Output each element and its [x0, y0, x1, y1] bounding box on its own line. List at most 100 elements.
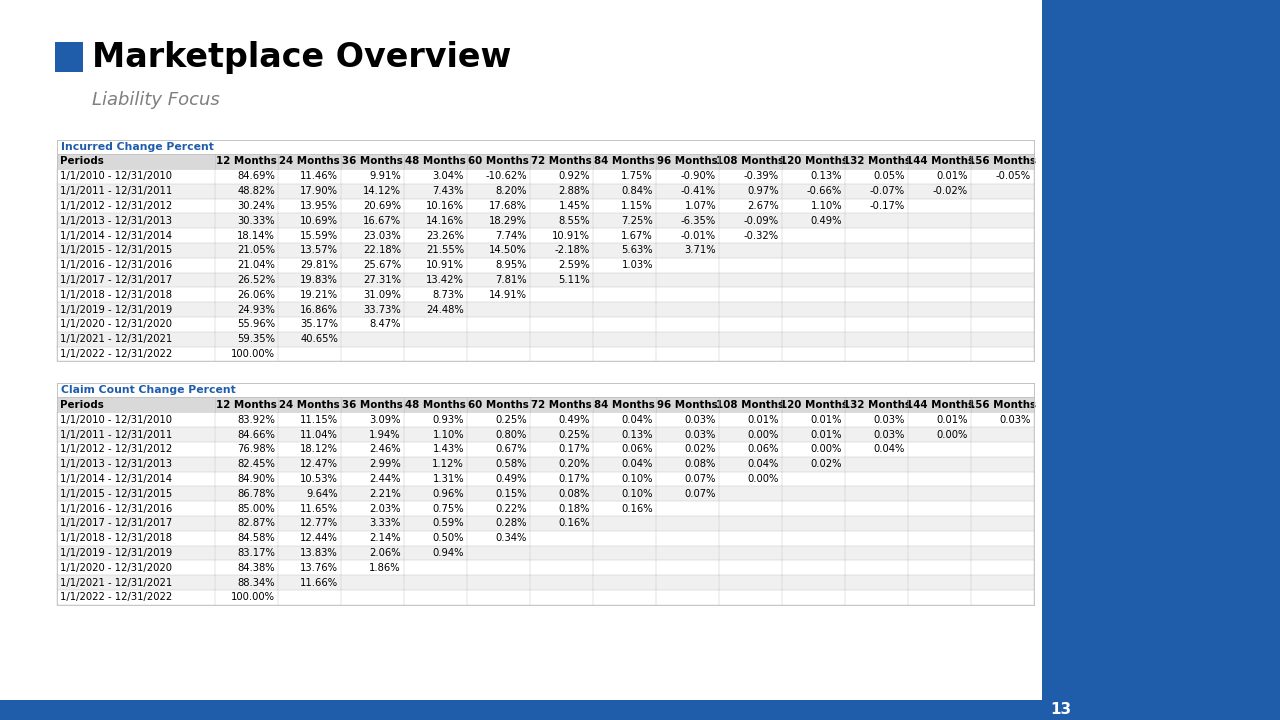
Text: -10.62%: -10.62%	[485, 171, 527, 181]
Text: 0.04%: 0.04%	[622, 415, 653, 425]
Text: 40.65%: 40.65%	[300, 334, 338, 344]
Text: 1/1/2011 - 12/31/2011: 1/1/2011 - 12/31/2011	[60, 186, 173, 197]
Bar	[58, 546, 1034, 560]
Text: 12.44%: 12.44%	[300, 534, 338, 543]
Text: 0.07%: 0.07%	[685, 474, 716, 484]
Text: 0.04%: 0.04%	[622, 459, 653, 469]
Text: 1/1/2015 - 12/31/2015: 1/1/2015 - 12/31/2015	[60, 489, 173, 499]
Text: 1/1/2012 - 12/31/2012: 1/1/2012 - 12/31/2012	[60, 444, 173, 454]
Text: 1/1/2019 - 12/31/2019: 1/1/2019 - 12/31/2019	[60, 305, 173, 315]
Text: 14.91%: 14.91%	[489, 289, 527, 300]
Text: 1/1/2020 - 12/31/2020: 1/1/2020 - 12/31/2020	[60, 320, 172, 329]
Text: 0.01%: 0.01%	[937, 171, 968, 181]
Text: 8.73%: 8.73%	[433, 289, 465, 300]
Bar	[58, 287, 1034, 302]
Text: 14.50%: 14.50%	[489, 246, 527, 256]
Text: -0.41%: -0.41%	[681, 186, 716, 197]
Text: 0.16%: 0.16%	[558, 518, 590, 528]
Text: -0.02%: -0.02%	[933, 186, 968, 197]
Text: 1/1/2016 - 12/31/2016: 1/1/2016 - 12/31/2016	[60, 503, 173, 513]
Text: 23.03%: 23.03%	[364, 230, 401, 240]
Text: 1/1/2015 - 12/31/2015: 1/1/2015 - 12/31/2015	[60, 246, 173, 256]
Text: 36 Months: 36 Months	[342, 156, 403, 166]
Text: 7.25%: 7.25%	[621, 216, 653, 226]
Text: 132 Months: 132 Months	[842, 156, 910, 166]
Bar	[55, 42, 83, 72]
Text: -0.07%: -0.07%	[870, 186, 905, 197]
Text: 59.35%: 59.35%	[237, 334, 275, 344]
Text: Incurred Change Percent: Incurred Change Percent	[61, 142, 214, 152]
Text: 48 Months: 48 Months	[406, 156, 466, 166]
Text: 84 Months: 84 Months	[594, 156, 655, 166]
Text: 13.95%: 13.95%	[300, 201, 338, 211]
Text: 13.83%: 13.83%	[301, 548, 338, 558]
Text: 2.59%: 2.59%	[558, 260, 590, 270]
Text: Claim Count Change Percent: Claim Count Change Percent	[61, 385, 236, 395]
Text: 2.21%: 2.21%	[369, 489, 401, 499]
Bar	[58, 501, 1034, 516]
Text: 0.02%: 0.02%	[810, 459, 842, 469]
Text: 30.24%: 30.24%	[237, 201, 275, 211]
Text: 0.92%: 0.92%	[558, 171, 590, 181]
Bar	[58, 472, 1034, 487]
Text: 82.87%: 82.87%	[237, 518, 275, 528]
Text: 108 Months: 108 Months	[717, 400, 785, 410]
Text: 2.06%: 2.06%	[370, 548, 401, 558]
Text: 14.12%: 14.12%	[364, 186, 401, 197]
Bar	[58, 317, 1034, 332]
Text: 1.03%: 1.03%	[622, 260, 653, 270]
Text: -0.05%: -0.05%	[996, 171, 1030, 181]
Text: 72 Months: 72 Months	[531, 156, 591, 166]
Text: 0.34%: 0.34%	[495, 534, 527, 543]
Text: -2.18%: -2.18%	[554, 246, 590, 256]
Text: 2.99%: 2.99%	[369, 459, 401, 469]
Text: 0.13%: 0.13%	[622, 430, 653, 440]
Text: 7.43%: 7.43%	[433, 186, 465, 197]
Text: 29.81%: 29.81%	[300, 260, 338, 270]
Text: 2.46%: 2.46%	[370, 444, 401, 454]
Bar	[58, 332, 1034, 346]
Bar	[58, 302, 1034, 317]
Text: 1/1/2014 - 12/31/2014: 1/1/2014 - 12/31/2014	[60, 474, 172, 484]
Text: 0.17%: 0.17%	[558, 444, 590, 454]
Text: 36 Months: 36 Months	[342, 400, 403, 410]
Text: 17.68%: 17.68%	[489, 201, 527, 211]
Text: 60 Months: 60 Months	[468, 156, 529, 166]
Bar	[58, 273, 1034, 287]
Text: 0.08%: 0.08%	[558, 489, 590, 499]
Text: 23.26%: 23.26%	[426, 230, 465, 240]
Text: 100.00%: 100.00%	[230, 593, 275, 603]
Text: 48.82%: 48.82%	[237, 186, 275, 197]
Text: 0.84%: 0.84%	[622, 186, 653, 197]
Bar	[58, 487, 1034, 501]
Text: Marketplace Overview: Marketplace Overview	[92, 40, 512, 73]
Text: 86.78%: 86.78%	[237, 489, 275, 499]
Text: 0.03%: 0.03%	[685, 430, 716, 440]
Text: 24 Months: 24 Months	[279, 156, 339, 166]
Text: 16.67%: 16.67%	[362, 216, 401, 226]
Text: 1/1/2014 - 12/31/2014: 1/1/2014 - 12/31/2014	[60, 230, 172, 240]
Text: 10.53%: 10.53%	[300, 474, 338, 484]
Text: 0.18%: 0.18%	[558, 503, 590, 513]
Text: 144 Months: 144 Months	[905, 400, 974, 410]
Text: 84 Months: 84 Months	[594, 400, 655, 410]
Text: 0.67%: 0.67%	[495, 444, 527, 454]
Text: 0.25%: 0.25%	[558, 430, 590, 440]
Text: 1/1/2013 - 12/31/2013: 1/1/2013 - 12/31/2013	[60, 216, 172, 226]
Text: 15.59%: 15.59%	[300, 230, 338, 240]
Text: Liability Focus: Liability Focus	[92, 91, 220, 109]
Text: 2.14%: 2.14%	[370, 534, 401, 543]
Text: 0.16%: 0.16%	[621, 503, 653, 513]
Text: 1.86%: 1.86%	[370, 563, 401, 573]
Text: 0.10%: 0.10%	[622, 474, 653, 484]
Bar	[0, 700, 1042, 720]
Text: -0.66%: -0.66%	[806, 186, 842, 197]
Text: 0.75%: 0.75%	[433, 503, 465, 513]
Bar	[58, 590, 1034, 605]
Text: 1/1/2022 - 12/31/2022: 1/1/2022 - 12/31/2022	[60, 593, 173, 603]
Text: 0.04%: 0.04%	[748, 459, 780, 469]
Text: 0.49%: 0.49%	[495, 474, 527, 484]
Text: 55.96%: 55.96%	[237, 320, 275, 329]
Text: 8.47%: 8.47%	[370, 320, 401, 329]
Bar	[58, 154, 1034, 169]
